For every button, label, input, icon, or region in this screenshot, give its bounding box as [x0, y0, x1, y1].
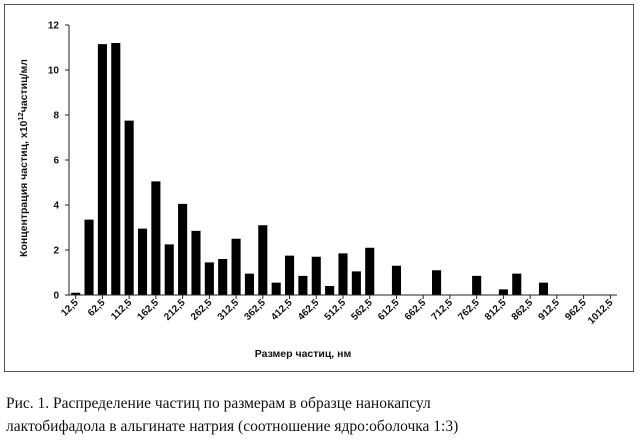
x-axis-ticks: 12,562,5112,5162,5212,5262,5312,5362,541… — [59, 295, 615, 327]
bar-362.5 — [258, 225, 267, 295]
bar-512.5 — [338, 253, 347, 295]
x-tick-label: 762,5 — [456, 297, 482, 323]
x-tick-label: 912,5 — [536, 297, 562, 323]
bar-412.5 — [285, 256, 294, 295]
y-axis-ticks: 0 2 4 6 8 10 12 — [48, 21, 69, 302]
caption-line-2: лактобифадола в альгинате натрия (соотно… — [6, 415, 626, 438]
bar-462.5 — [312, 257, 321, 295]
x-tick-label: 562,5 — [349, 297, 375, 323]
x-tick-label: 262,5 — [189, 297, 215, 323]
x-tick-label: 612,5 — [376, 297, 402, 323]
x-tick-label: 212,5 — [162, 297, 188, 323]
y-axis-title-unit: частиц/мл — [18, 59, 30, 112]
y-tick-label: 8 — [53, 111, 59, 122]
x-tick-label: 1012,5 — [586, 297, 616, 327]
bar-762.5 — [472, 276, 481, 295]
bar-287.5 — [218, 259, 227, 295]
bar-487.5 — [325, 286, 334, 295]
bar-837.5 — [512, 274, 521, 295]
chart-frame: 0 2 4 6 8 10 12 12,562,5112,5162,5212,5262,531… — [4, 4, 634, 372]
bar-62.5 — [98, 44, 107, 295]
y-tick-label: 0 — [53, 291, 59, 302]
y-tick-label: 12 — [48, 21, 60, 32]
bar-387.5 — [272, 283, 281, 295]
x-tick-label: 462,5 — [296, 297, 322, 323]
x-tick-label: 112,5 — [109, 297, 134, 322]
y-tick-label: 10 — [48, 66, 60, 77]
x-axis-title: Размер частиц, нм — [255, 348, 352, 360]
bar-337.5 — [245, 274, 254, 295]
x-tick-label: 162,5 — [136, 297, 162, 323]
bar-437.5 — [298, 276, 307, 295]
bar-687.5 — [432, 270, 441, 295]
bar-537.5 — [352, 271, 361, 295]
bar-87.5 — [111, 43, 120, 295]
histogram-chart: 0 2 4 6 8 10 12 12,562,5112,5162,5212,5262,531… — [5, 5, 633, 371]
bar-212.5 — [178, 204, 187, 295]
bar-312.5 — [232, 239, 241, 295]
bar-887.5 — [539, 283, 548, 295]
y-tick-label: 4 — [53, 201, 59, 212]
bar-187.5 — [165, 244, 174, 295]
caption-line-1: Рис. 1. Распределение частиц по размерам… — [6, 392, 626, 415]
y-axis-title-main: Концентрация частиц, x10 — [18, 120, 30, 256]
x-tick-label: 512,5 — [323, 297, 349, 323]
bar-37.5 — [85, 220, 94, 295]
figure-caption: Рис. 1. Распределение частиц по размерам… — [6, 392, 626, 438]
bar-237.5 — [191, 231, 200, 295]
y-axis-title: Концентрация частиц, x1012частиц/мл — [16, 59, 30, 257]
bar-262.5 — [205, 262, 214, 295]
bar-562.5 — [365, 248, 374, 295]
x-tick-label: 812,5 — [483, 297, 509, 323]
y-tick-label: 6 — [53, 156, 59, 167]
bar-612.5 — [392, 266, 401, 295]
x-tick-label: 412,5 — [269, 297, 295, 323]
y-tick-label: 2 — [53, 246, 59, 257]
x-tick-label: 312,5 — [216, 297, 242, 323]
x-tick-label: 712,5 — [430, 297, 456, 323]
bars — [71, 43, 548, 295]
x-tick-label: 62,5 — [86, 297, 108, 319]
bar-162.5 — [151, 181, 160, 295]
x-tick-label: 362,5 — [242, 297, 268, 323]
x-tick-label: 12,5 — [59, 297, 81, 319]
x-tick-label: 862,5 — [510, 297, 536, 323]
x-tick-label: 662,5 — [403, 297, 429, 323]
bar-812.5 — [499, 289, 508, 295]
bar-112.5 — [125, 121, 134, 295]
bar-137.5 — [138, 229, 147, 295]
y-axis-title-exponent: 12 — [16, 112, 25, 120]
